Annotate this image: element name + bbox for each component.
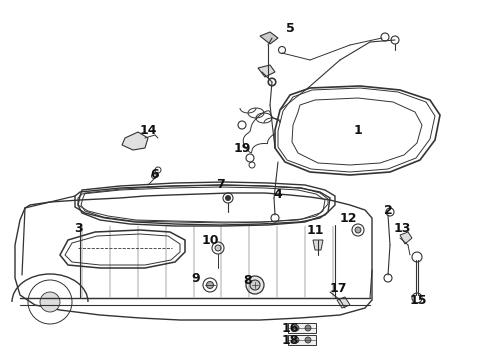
- Text: 4: 4: [273, 189, 282, 202]
- Text: 3: 3: [74, 221, 82, 234]
- Circle shape: [293, 337, 299, 343]
- Polygon shape: [400, 232, 412, 244]
- Text: 13: 13: [393, 221, 411, 234]
- Text: 15: 15: [409, 293, 427, 306]
- Polygon shape: [260, 32, 278, 44]
- Circle shape: [225, 195, 230, 201]
- Circle shape: [250, 280, 260, 290]
- Circle shape: [40, 292, 60, 312]
- Text: 1: 1: [354, 123, 363, 136]
- Text: 6: 6: [151, 168, 159, 181]
- Circle shape: [293, 325, 299, 331]
- Text: 10: 10: [201, 234, 219, 247]
- Circle shape: [305, 337, 311, 343]
- Circle shape: [206, 282, 214, 288]
- Polygon shape: [313, 240, 323, 250]
- Circle shape: [305, 325, 311, 331]
- Text: 19: 19: [233, 141, 251, 154]
- Text: 14: 14: [139, 123, 157, 136]
- Text: 18: 18: [281, 333, 299, 346]
- Bar: [288, 323, 316, 333]
- Text: 17: 17: [329, 282, 347, 294]
- Polygon shape: [122, 132, 148, 150]
- Circle shape: [246, 276, 264, 294]
- Text: 9: 9: [192, 271, 200, 284]
- Text: 16: 16: [281, 321, 299, 334]
- Text: 8: 8: [244, 274, 252, 287]
- Bar: [288, 335, 316, 345]
- Polygon shape: [337, 297, 350, 308]
- Text: 5: 5: [286, 22, 294, 35]
- Circle shape: [355, 227, 361, 233]
- Circle shape: [215, 245, 221, 251]
- Text: 2: 2: [384, 203, 392, 216]
- Text: 11: 11: [306, 224, 324, 237]
- Polygon shape: [258, 65, 275, 77]
- Text: 12: 12: [339, 211, 357, 225]
- Text: 7: 7: [216, 179, 224, 192]
